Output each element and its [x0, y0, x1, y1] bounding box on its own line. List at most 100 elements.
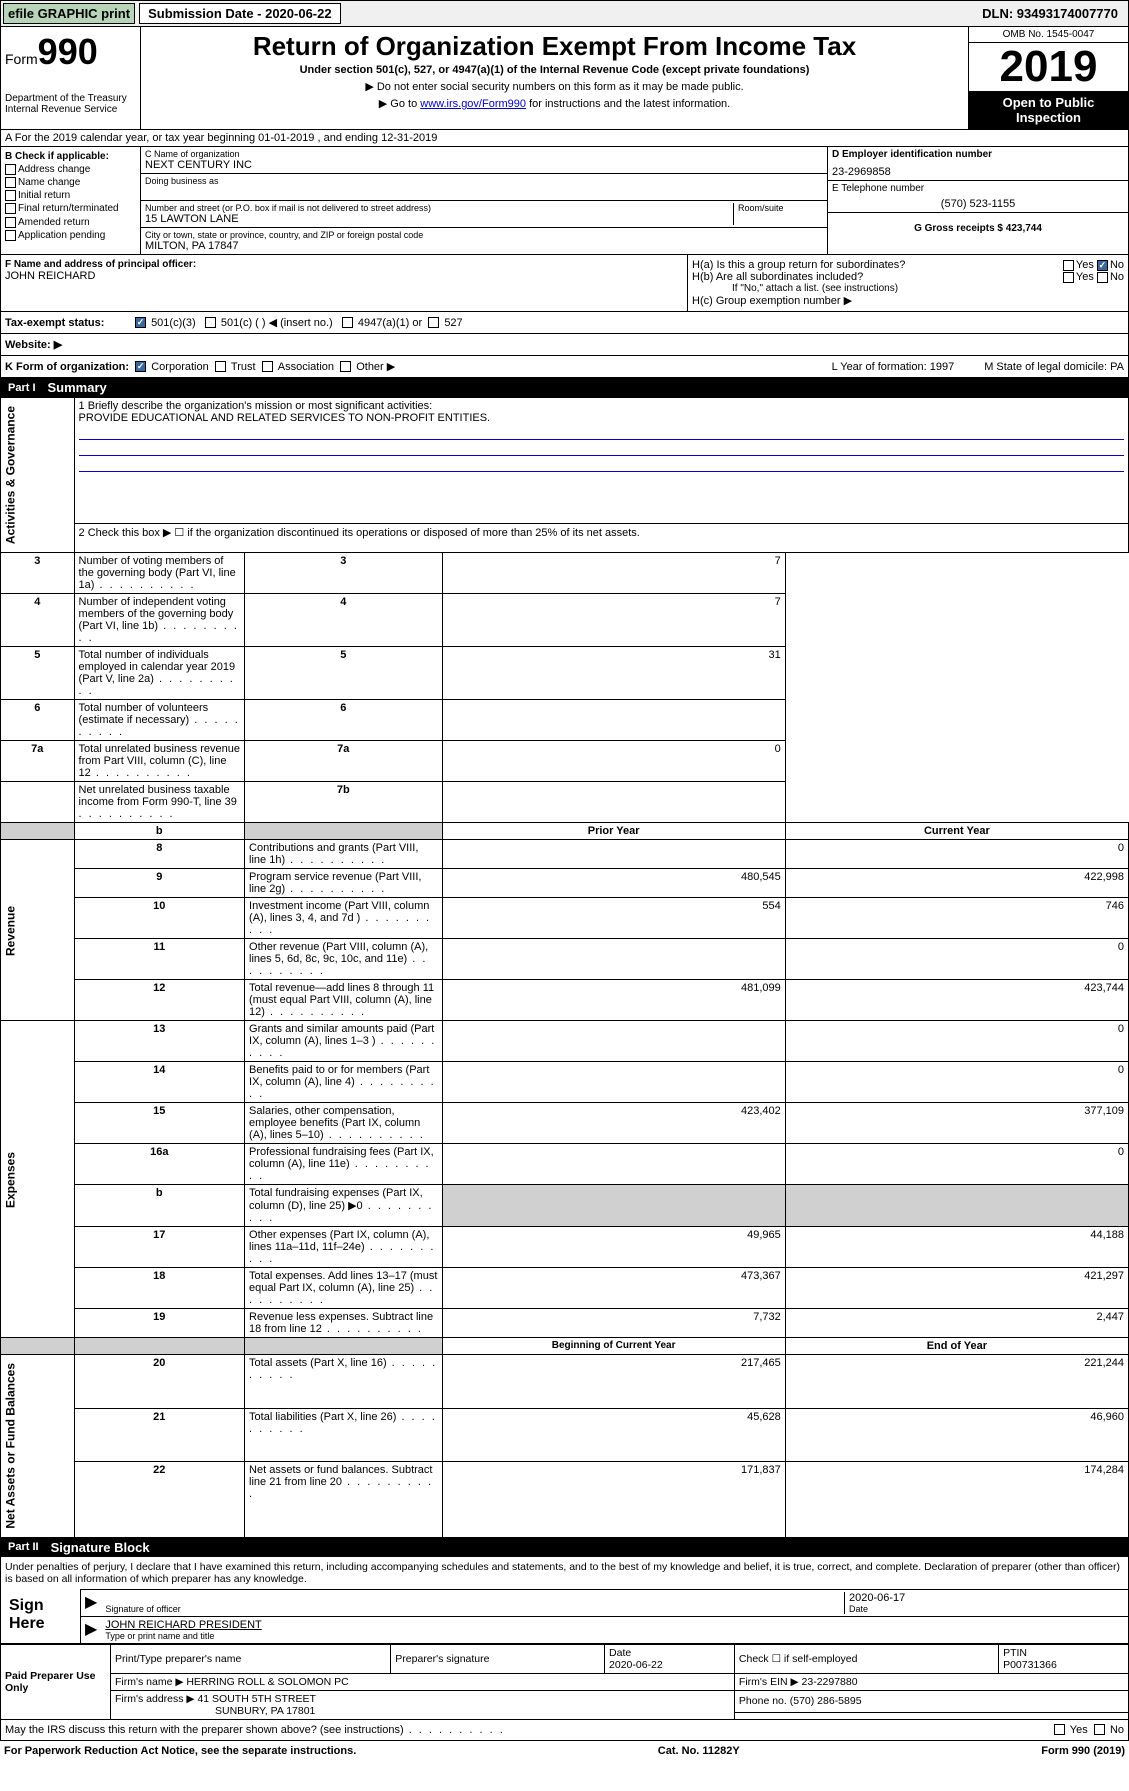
- part2-num: Part II: [8, 1541, 39, 1553]
- row-i-tax-status: Tax-exempt status: ✓ 501(c)(3) 501(c) ( …: [0, 312, 1129, 334]
- discuss-no-chk[interactable]: [1094, 1724, 1105, 1735]
- city-label: City or town, state or province, country…: [145, 230, 823, 240]
- part1-title: Summary: [48, 380, 107, 395]
- sig-date: 2020-06-17: [849, 1592, 1124, 1604]
- summary-row: Net Assets or Fund Balances20Total asset…: [1, 1355, 1129, 1408]
- addr-label: Number and street (or P.O. box if mail i…: [145, 203, 733, 213]
- prep-date-hdr: Date: [609, 1647, 631, 1659]
- sign-here-label: Sign Here: [1, 1589, 81, 1643]
- summary-row: 19Revenue less expenses. Subtract line 1…: [1, 1309, 1129, 1338]
- summary-row: 9Program service revenue (Part VIII, lin…: [1, 869, 1129, 898]
- check-amended-return[interactable]: Amended return: [5, 217, 136, 228]
- phone-label: Phone no.: [739, 1695, 787, 1707]
- 501c3-chk[interactable]: ✓: [135, 317, 146, 328]
- top-bar: efile GRAPHIC print Submission Date - 20…: [0, 0, 1129, 27]
- row-k-form-org: K Form of organization: ✓ Corporation Tr…: [0, 356, 1129, 378]
- discuss-row: May the IRS discuss this return with the…: [0, 1720, 1129, 1741]
- form-header: Form990 Department of the Treasury Inter…: [0, 27, 1129, 130]
- check-initial-return[interactable]: Initial return: [5, 190, 136, 201]
- efile-label[interactable]: efile GRAPHIC print: [3, 3, 135, 24]
- dln: DLN: 93493174007770: [974, 4, 1126, 23]
- check-final-return-terminated[interactable]: Final return/terminated: [5, 203, 136, 214]
- bottom-line: For Paperwork Reduction Act Notice, see …: [0, 1741, 1129, 1761]
- main-info: B Check if applicable: Address change Nam…: [0, 147, 1129, 255]
- summary-row: 5Total number of individuals employed in…: [1, 647, 1129, 700]
- omb-number: OMB No. 1545-0047: [969, 27, 1128, 43]
- tel-label: E Telephone number: [832, 183, 1124, 194]
- room-label: Room/suite: [738, 203, 823, 213]
- 501c-chk[interactable]: [205, 317, 216, 328]
- cat-number: Cat. No. 11282Y: [658, 1745, 740, 1757]
- street-address: 15 LAWTON LANE: [145, 213, 733, 225]
- city-state-zip: MILTON, PA 17847: [145, 240, 823, 252]
- summary-row: 18Total expenses. Add lines 13–17 (must …: [1, 1268, 1129, 1309]
- check-name-change[interactable]: Name change: [5, 177, 136, 188]
- check-application-pending[interactable]: Application pending: [5, 230, 136, 241]
- ptin-label: PTIN: [1003, 1647, 1027, 1659]
- prep-sig-hdr: Preparer's signature: [391, 1644, 605, 1673]
- ein-label: D Employer identification number: [832, 149, 1124, 160]
- officer-signed-name: JOHN REICHARD PRESIDENT: [105, 1619, 1124, 1631]
- ha-no-chk[interactable]: ✓: [1097, 260, 1108, 271]
- hb-label: H(b) Are all subordinates included?: [692, 271, 1055, 283]
- ha-yes-chk[interactable]: [1063, 260, 1074, 271]
- prep-name-hdr: Print/Type preparer's name: [111, 1644, 391, 1673]
- irs-link[interactable]: www.irs.gov/Form990: [420, 98, 526, 110]
- hb-no-chk[interactable]: [1097, 272, 1108, 283]
- phone-value: (570) 286-5895: [790, 1695, 862, 1707]
- col-c-org-info: C Name of organization NEXT CENTURY INC …: [141, 147, 828, 254]
- paperwork-notice: For Paperwork Reduction Act Notice, see …: [4, 1745, 356, 1757]
- summary-row: 14Benefits paid to or for members (Part …: [1, 1062, 1129, 1103]
- state-domicile: M State of legal domicile: PA: [984, 361, 1124, 373]
- part1-header: Part I Summary: [0, 378, 1129, 397]
- firm-name: HERRING ROLL & SOLOMON PC: [186, 1676, 348, 1688]
- hb-note: If "No," attach a list. (see instruction…: [692, 283, 1124, 294]
- col-d-contact: D Employer identification number 23-2969…: [828, 147, 1128, 254]
- hdr-b: b: [74, 823, 245, 840]
- discuss-label: May the IRS discuss this return with the…: [5, 1724, 505, 1736]
- other-chk[interactable]: [340, 361, 351, 372]
- dept-treasury: Department of the Treasury Internal Reve…: [5, 93, 136, 115]
- hb-yes-chk[interactable]: [1063, 272, 1074, 283]
- summary-row: 22Net assets or fund balances. Subtract …: [1, 1462, 1129, 1538]
- telephone: (570) 523-1155: [832, 198, 1124, 210]
- assoc-chk[interactable]: [262, 361, 273, 372]
- summary-table: Activities & Governance 1 Briefly descri…: [0, 397, 1129, 1538]
- form-number: 990: [38, 31, 98, 72]
- summary-row: 12Total revenue—add lines 8 through 11 (…: [1, 980, 1129, 1021]
- summary-row: Revenue8Contributions and grants (Part V…: [1, 840, 1129, 869]
- summary-row: 16aProfessional fundraising fees (Part I…: [1, 1144, 1129, 1185]
- col-b-header: B Check if applicable:: [5, 151, 136, 162]
- dba-label: Doing business as: [145, 176, 823, 186]
- form-subtitle: Under section 501(c), 527, or 4947(a)(1)…: [145, 64, 964, 76]
- tax-year: 2019: [969, 43, 1128, 91]
- row-j-website: Website: ▶: [0, 334, 1129, 356]
- org-name: NEXT CENTURY INC: [145, 159, 823, 171]
- officer-name: JOHN REICHARD: [5, 270, 683, 282]
- summary-row: 15Salaries, other compensation, employee…: [1, 1103, 1129, 1144]
- hdr-prior: Prior Year: [442, 823, 785, 840]
- part2-title: Signature Block: [51, 1540, 150, 1555]
- firm-name-label: Firm's name ▶: [115, 1676, 183, 1688]
- line1-label: 1 Briefly describe the organization's mi…: [79, 400, 1124, 412]
- paid-preparer-label: Paid Preparer Use Only: [1, 1644, 111, 1719]
- hdr-current: Current Year: [785, 823, 1128, 840]
- ha-label: H(a) Is this a group return for subordin…: [692, 259, 1055, 271]
- corp-chk[interactable]: ✓: [135, 361, 146, 372]
- ein-value: 23-2969858: [832, 166, 1124, 178]
- hdr-beginning: Beginning of Current Year: [442, 1338, 785, 1355]
- 4947-chk[interactable]: [342, 317, 353, 328]
- summary-row: bTotal fundraising expenses (Part IX, co…: [1, 1185, 1129, 1227]
- check-address-change[interactable]: Address change: [5, 164, 136, 175]
- tax-status-label: Tax-exempt status:: [5, 317, 135, 329]
- prep-selfemp: Check ☐ if self-employed: [734, 1644, 998, 1673]
- trust-chk[interactable]: [215, 361, 226, 372]
- firm-ein-label: Firm's EIN ▶: [739, 1676, 799, 1688]
- firm-addr2: SUNBURY, PA 17801: [215, 1705, 315, 1717]
- discuss-yes-chk[interactable]: [1054, 1724, 1065, 1735]
- hdr-end: End of Year: [785, 1338, 1128, 1355]
- 527-chk[interactable]: [428, 317, 439, 328]
- form-org-label: K Form of organization:: [5, 361, 129, 373]
- org-name-label: C Name of organization: [145, 149, 823, 159]
- part1-num: Part I: [8, 382, 36, 394]
